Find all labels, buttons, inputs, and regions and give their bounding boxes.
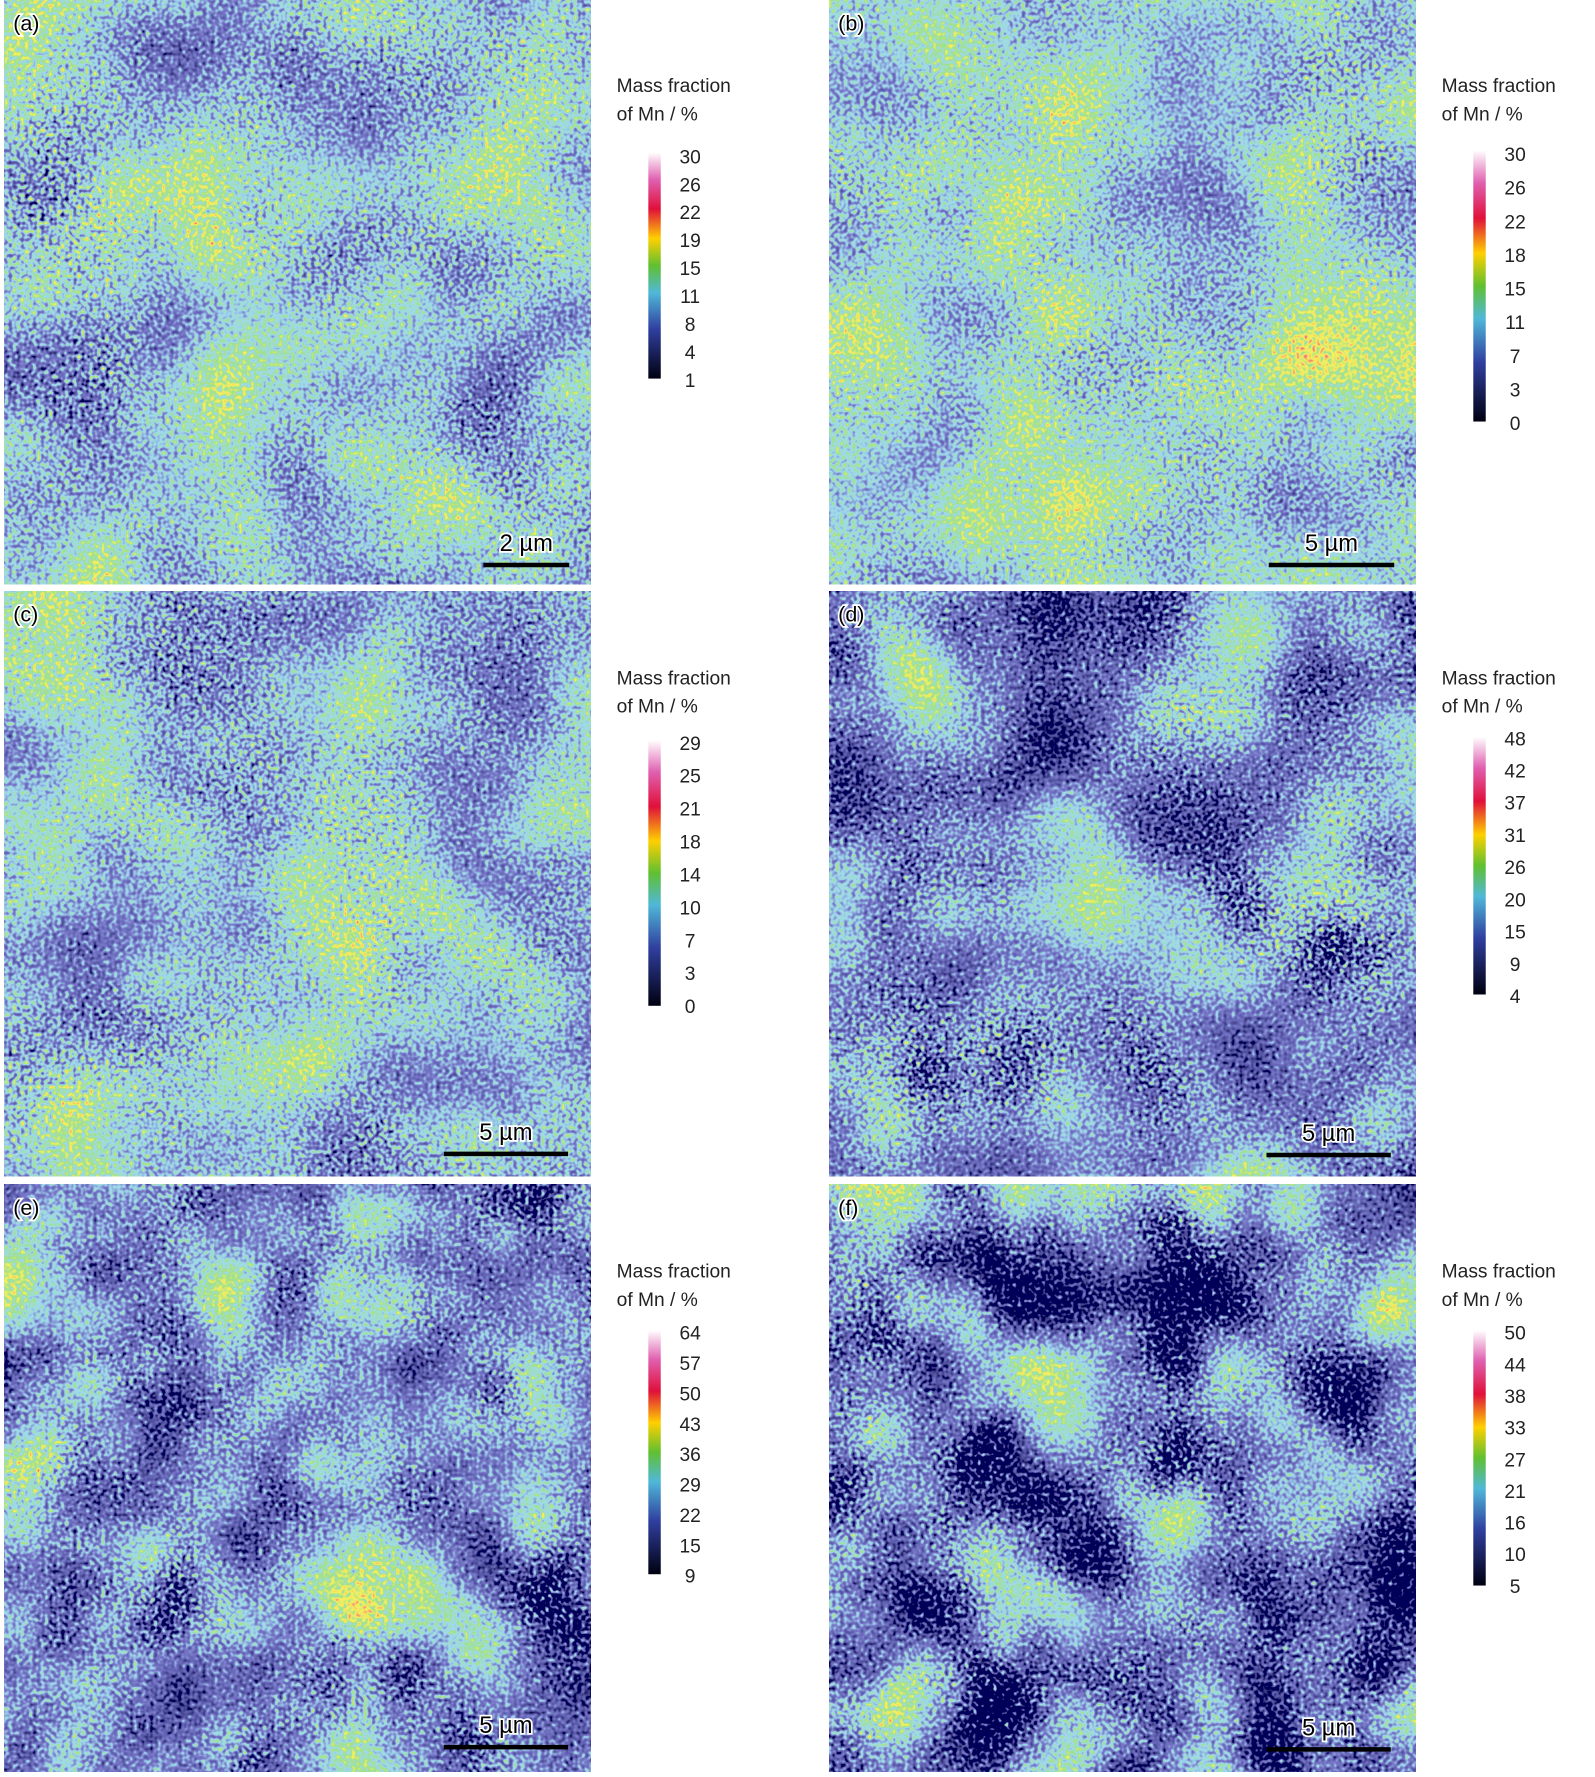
colorbar [1473,150,1486,422]
colorbar-tick-label: 8 [685,315,696,336]
colorbar-title: of Mn / % [1442,104,1523,125]
colorbar-tick-label: 4 [685,343,696,364]
colorbar-tick-label: 19 [679,231,700,252]
colorbar-tick-label: 15 [679,259,700,280]
colorbar-tick-label: 16 [1504,1514,1525,1535]
scale-bar-label: 5 µm [1302,1121,1355,1147]
colorbar-tick-label: 15 [679,1536,700,1557]
colorbar-tick-label: 29 [679,1476,700,1497]
colorbar-tick-label: 0 [685,997,696,1018]
colorbar-tick-label: 36 [679,1445,700,1466]
colorbar [648,1330,661,1575]
colorbar-tick-label: 26 [1504,858,1525,879]
colorbar-title: of Mn / % [617,697,698,718]
colorbar-tick-label: 64 [679,1324,701,1345]
colorbar-tick-label: 21 [1504,1482,1525,1503]
colorbar-tick-label: 57 [679,1354,700,1375]
colorbar-tick-label: 21 [679,800,700,821]
colorbar-title: Mass fraction [617,76,731,97]
scale-bar-label: 5 µm [479,1713,532,1739]
colorbar-tick-label: 1 [685,371,696,392]
panel-label: (c) [13,603,38,627]
colorbar-tick-label: 18 [679,833,700,854]
colorbar-tick-label: 9 [1510,955,1521,976]
colorbar-tick-label: 20 [1504,890,1525,911]
colorbar [648,152,661,379]
colorbar [1473,736,1486,995]
colorbar-title: of Mn / % [1442,1290,1523,1311]
colorbar-tick-label: 48 [1504,729,1525,750]
colorbar-tick-label: 30 [679,147,700,168]
map [829,0,1416,585]
colorbar-tick-label: 10 [1504,1545,1525,1566]
panel-label: (d) [838,603,864,627]
colorbar-tick-label: 26 [1504,179,1525,200]
panel-label: (b) [838,12,864,36]
colorbar-tick-label: 0 [1510,414,1521,435]
colorbar-tick-label: 22 [1504,212,1525,233]
colorbar-title: Mass fraction [1442,76,1556,97]
colorbar-tick-label: 3 [685,964,696,985]
colorbar-tick-label: 31 [1504,826,1525,847]
colorbar-title: of Mn / % [617,104,698,125]
colorbar-title: Mass fraction [1442,1262,1556,1283]
colorbar-tick-label: 37 [1504,794,1525,815]
colorbar-tick-label: 11 [1505,313,1525,334]
colorbar-tick-label: 7 [1510,347,1521,368]
map [4,0,591,585]
colorbar-title: Mass fraction [1442,668,1556,689]
colorbar [1473,1330,1486,1586]
scale-bar-label: 5 µm [1305,531,1358,557]
scale-bar-label: 2 µm [500,531,553,557]
colorbar-title: Mass fraction [617,1262,731,1283]
colorbar-tick-label: 27 [1504,1450,1525,1471]
colorbar-tick-label: 7 [685,931,696,952]
colorbar-tick-label: 29 [679,734,700,755]
colorbar [648,740,661,1006]
colorbar-tick-label: 22 [679,1506,700,1527]
colorbar-tick-label: 4 [1510,987,1521,1008]
map [4,1184,591,1772]
colorbar-tick-label: 42 [1504,762,1525,783]
colorbar-tick-label: 44 [1504,1355,1526,1376]
colorbar-tick-label: 18 [1504,246,1525,267]
colorbar-tick-label: 26 [679,175,700,196]
colorbar-tick-label: 43 [679,1415,700,1436]
colorbar-tick-label: 15 [1504,923,1525,944]
colorbar-title: of Mn / % [1442,697,1523,718]
scale-bar-label: 5 µm [479,1120,532,1146]
panel-label: (a) [13,12,39,36]
colorbar-tick-label: 5 [1510,1577,1521,1598]
colorbar-tick-label: 3 [1510,380,1521,401]
scale-bar-label: 5 µm [1302,1715,1355,1741]
colorbar-title: Mass fraction [617,668,731,689]
colorbar-tick-label: 14 [679,865,701,886]
colorbar-tick-label: 38 [1504,1387,1525,1408]
map [829,591,1416,1177]
map [4,591,591,1177]
colorbar-tick-label: 33 [1504,1419,1525,1440]
colorbar-tick-label: 11 [680,287,700,308]
panel-label: (f) [838,1196,858,1220]
colorbar-tick-label: 9 [685,1567,696,1588]
colorbar-tick-label: 30 [1504,145,1525,166]
colorbar-tick-label: 10 [679,898,700,919]
colorbar-title: of Mn / % [617,1290,698,1311]
colorbar-tick-label: 22 [679,203,700,224]
colorbar-tick-label: 50 [679,1384,700,1405]
colorbar-tick-label: 15 [1504,280,1525,301]
map [829,1184,1416,1772]
colorbar-tick-label: 25 [679,767,700,788]
panel-label: (e) [13,1196,39,1220]
colorbar-tick-label: 50 [1504,1324,1525,1345]
